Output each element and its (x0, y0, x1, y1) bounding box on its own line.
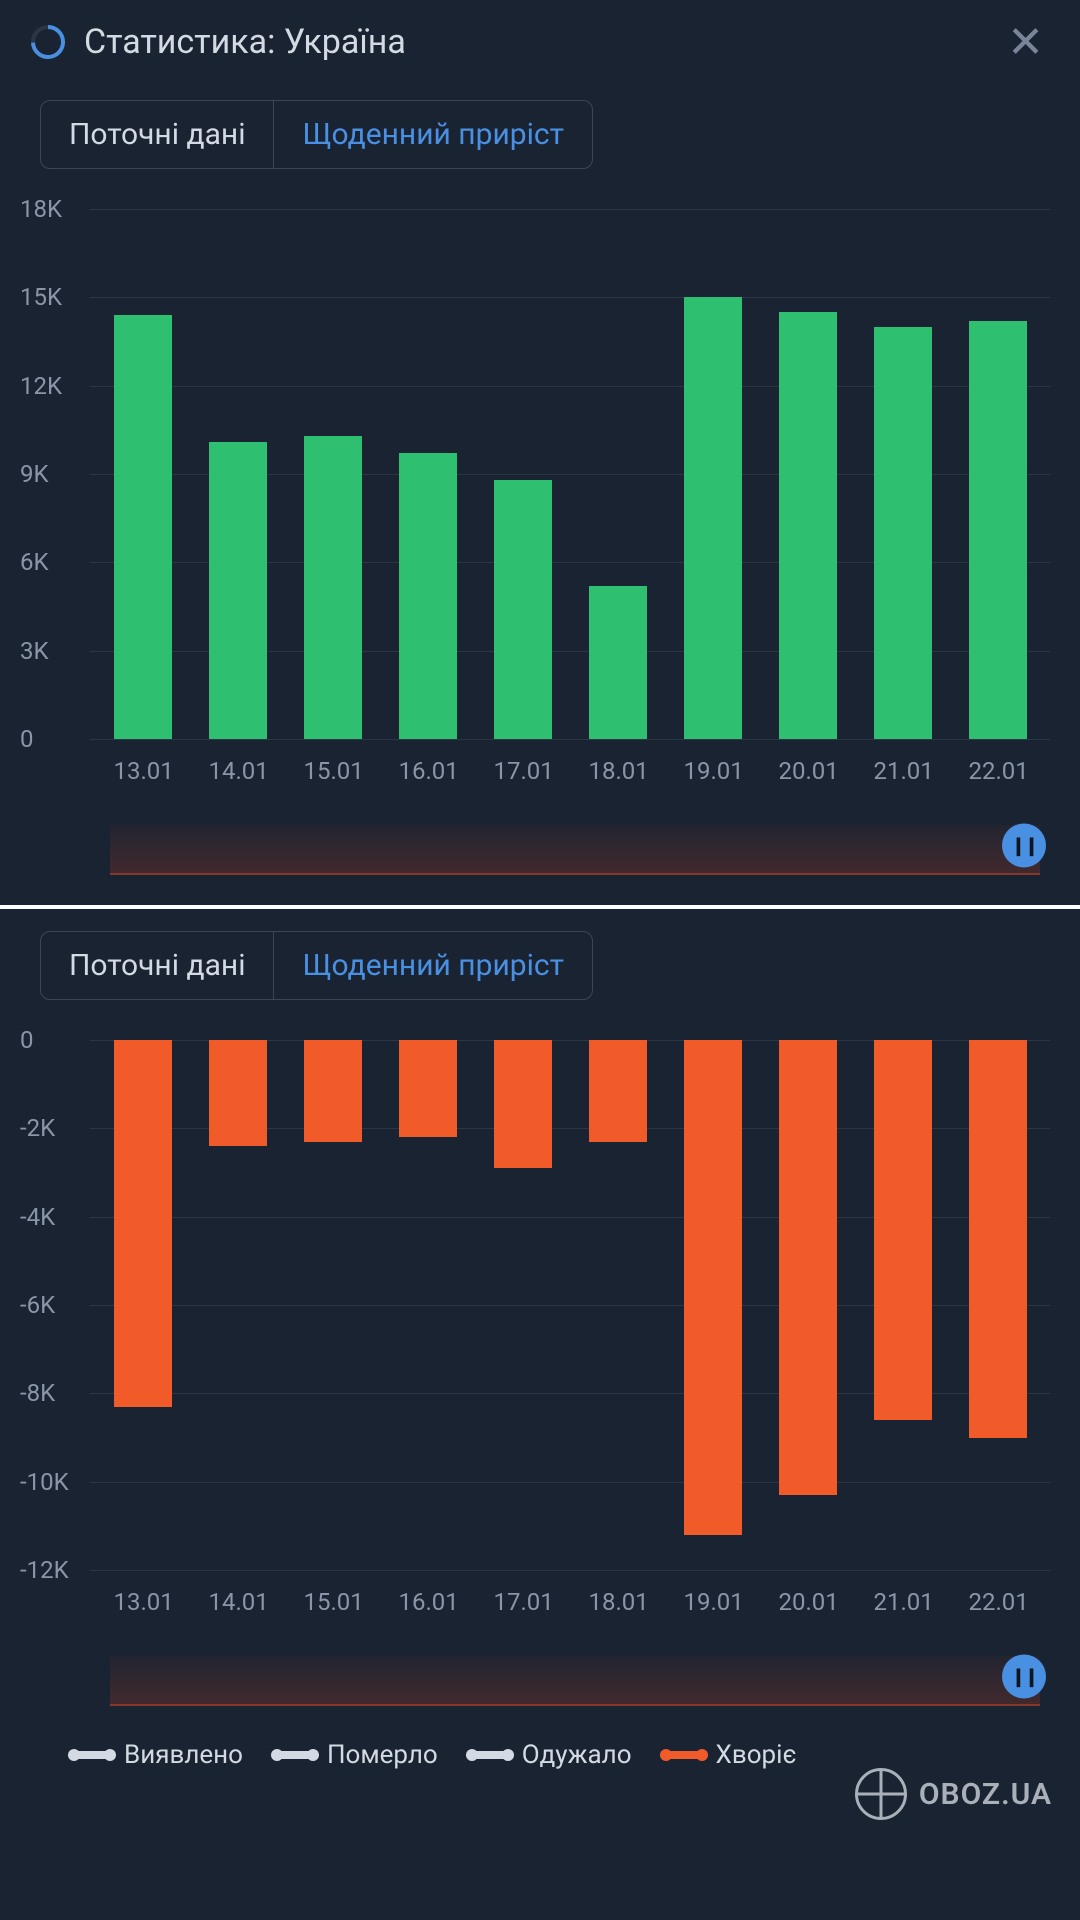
x-tick-label: 15.01 (304, 1588, 362, 1616)
top-panel: Статистика: Україна ✕ Поточні дані Щоден… (0, 0, 1080, 905)
bar (874, 1040, 932, 1420)
y-tick-label: 6K (20, 548, 80, 576)
x-tick-label: 17.01 (494, 757, 552, 785)
bar (969, 1040, 1027, 1438)
y-tick-label: 9K (20, 460, 80, 488)
tab-current-bottom[interactable]: Поточні дані (41, 932, 274, 999)
bar (114, 1040, 172, 1407)
x-tick-label: 14.01 (209, 1588, 267, 1616)
tab-current-top[interactable]: Поточні дані (41, 101, 274, 168)
x-tick-label: 17.01 (494, 1588, 552, 1616)
bar (304, 436, 362, 739)
y-tick-label: 0 (20, 1026, 80, 1054)
y-tick-label: 18K (20, 195, 80, 223)
y-tick-label: -4K (20, 1203, 80, 1231)
x-tick-label: 18.01 (589, 757, 647, 785)
x-tick-label: 21.01 (874, 757, 932, 785)
chart-top-wrap: 03K6K9K12K15K18K 13.0114.0115.0116.0117.… (0, 179, 1080, 905)
chart-bottom-wrap: 0-2K-4K-6K-8K-10K-12K 13.0114.0115.0116.… (0, 1010, 1080, 1736)
bar (494, 1040, 552, 1168)
tab-daily-bottom[interactable]: Щоденний приріст (274, 932, 592, 999)
legend-label: Хворіє (716, 1740, 797, 1770)
page-title: Статистика: Україна (84, 22, 999, 62)
bar (494, 480, 552, 739)
tabs-bottom: Поточні дані Щоденний приріст (40, 931, 593, 1000)
tabs-top: Поточні дані Щоденний приріст (40, 100, 593, 169)
header: Статистика: Україна ✕ (0, 0, 1080, 82)
bar (114, 315, 172, 739)
y-tick-label: 0 (20, 725, 80, 753)
bars-group (90, 209, 1050, 739)
y-tick-label: -8K (20, 1379, 80, 1407)
x-tick-label: 22.01 (969, 1588, 1027, 1616)
bar (874, 327, 932, 739)
tab-daily-top[interactable]: Щоденний приріст (274, 101, 592, 168)
close-icon[interactable]: ✕ (999, 20, 1052, 64)
chart-top: 03K6K9K12K15K18K (90, 209, 1050, 739)
legend-item: Виявлено (70, 1740, 243, 1770)
grid-line (90, 1570, 1050, 1571)
watermark-text: OBOZ.UA (919, 1777, 1052, 1812)
watermark: OBOZ.UA (855, 1768, 1052, 1820)
bar (779, 1040, 837, 1495)
legend-swatch-icon (662, 1751, 706, 1759)
bar (399, 1040, 457, 1137)
legend-label: Померло (327, 1740, 438, 1770)
y-tick-label: -12K (20, 1556, 80, 1584)
globe-icon (855, 1768, 907, 1820)
x-tick-label: 15.01 (304, 757, 362, 785)
legend-item: Одужало (468, 1740, 632, 1770)
x-tick-label: 14.01 (209, 757, 267, 785)
bottom-panel: Поточні дані Щоденний приріст 0-2K-4K-6K… (0, 909, 1080, 1786)
bar (684, 1040, 742, 1535)
bar (589, 1040, 647, 1142)
x-tick-label: 13.01 (114, 1588, 172, 1616)
legend-swatch-icon (70, 1751, 114, 1759)
legend-label: Одужало (522, 1740, 632, 1770)
legend-swatch-icon (468, 1751, 512, 1759)
x-tick-label: 20.01 (779, 757, 837, 785)
y-tick-label: -2K (20, 1114, 80, 1142)
y-tick-label: -6K (20, 1291, 80, 1319)
bar (779, 312, 837, 739)
minimap-handle-icon[interactable]: ❙❙ (1002, 823, 1046, 867)
bars-group (90, 1040, 1050, 1570)
x-axis-top: 13.01 14.01 15.01 16.01 17.01 18.01 19.01 20.01… (90, 739, 1050, 785)
chart-bottom: 0-2K-4K-6K-8K-10K-12K (90, 1040, 1050, 1570)
bar (304, 1040, 362, 1142)
y-tick-label: -10K (20, 1468, 80, 1496)
pie-chart-icon (28, 22, 68, 62)
bar (589, 586, 647, 739)
bar (969, 321, 1027, 739)
x-tick-label: 21.01 (874, 1588, 932, 1616)
minimap-top[interactable]: ❙❙ (110, 825, 1040, 875)
bar (399, 453, 457, 739)
x-tick-label: 18.01 (589, 1588, 647, 1616)
bar (209, 1040, 267, 1146)
x-tick-label: 16.01 (399, 757, 457, 785)
x-tick-label: 19.01 (684, 1588, 742, 1616)
x-axis-bottom: 13.01 14.01 15.01 16.01 17.01 18.01 19.01 20.01… (90, 1570, 1050, 1616)
minimap-handle-icon[interactable]: ❙❙ (1002, 1654, 1046, 1698)
minimap-bottom[interactable]: ❙❙ (110, 1656, 1040, 1706)
y-tick-label: 15K (20, 283, 80, 311)
legend-item: Померло (273, 1740, 438, 1770)
bar (209, 442, 267, 739)
x-tick-label: 22.01 (969, 757, 1027, 785)
x-tick-label: 19.01 (684, 757, 742, 785)
x-tick-label: 13.01 (114, 757, 172, 785)
y-tick-label: 12K (20, 372, 80, 400)
legend-item: Хворіє (662, 1740, 797, 1770)
bar (684, 297, 742, 739)
grid-line (90, 739, 1050, 740)
legend-swatch-icon (273, 1751, 317, 1759)
x-tick-label: 16.01 (399, 1588, 457, 1616)
legend-label: Виявлено (124, 1740, 243, 1770)
y-tick-label: 3K (20, 637, 80, 665)
x-tick-label: 20.01 (779, 1588, 837, 1616)
